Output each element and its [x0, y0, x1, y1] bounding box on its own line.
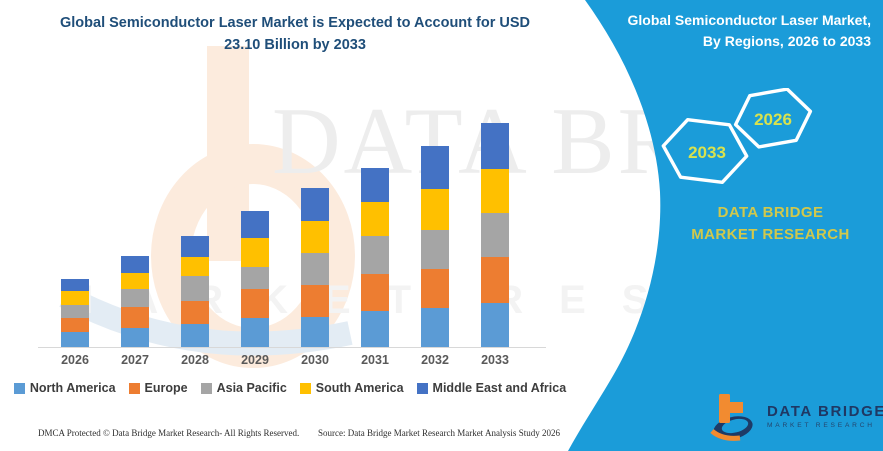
databridge-logo: DATA BRIDGE MARKET RESEARCH — [706, 390, 883, 442]
logo-name: DATA BRIDGE — [767, 403, 883, 420]
brand-wordmark: DATA BRIDGE MARKET RESEARCH — [691, 204, 850, 243]
bar-segment — [481, 303, 509, 347]
legend-item: Asia Pacific — [200, 381, 287, 395]
bar-segment — [481, 168, 509, 214]
bar-segment — [421, 308, 449, 347]
legend-item: Europe — [128, 381, 188, 395]
legend-label: Middle East and Africa — [432, 381, 567, 395]
bar-segment — [481, 123, 509, 169]
bar-segment — [361, 201, 389, 237]
databridge-logo-icon — [710, 394, 753, 441]
hexagon-2026-label: 2026 — [754, 110, 792, 129]
side-panel-title: Global Semiconductor Laser Market, By Re… — [627, 12, 871, 49]
legend-item: South America — [299, 381, 404, 395]
chart-title: Global Semiconductor Laser Market is Exp… — [59, 15, 530, 54]
bar-segment — [421, 188, 449, 230]
bar-segment — [361, 311, 389, 347]
legend-swatch — [416, 382, 428, 394]
bar-segment — [421, 269, 449, 309]
bar-column-2032 — [405, 146, 465, 347]
legend-label: South America — [315, 381, 404, 395]
legend-swatch — [128, 382, 140, 394]
bar-segment — [481, 213, 509, 257]
legend-label: Europe — [144, 381, 188, 395]
legend-label: North America — [29, 381, 116, 395]
bar-segment — [121, 273, 149, 289]
bar-segment — [361, 167, 389, 202]
hexagon-2033-label: 2033 — [688, 143, 726, 162]
dmca-notice: DMCA Protected © Data Bridge Market Rese… — [38, 428, 300, 438]
bar-column-2031 — [345, 167, 405, 347]
year-hexagons: 2026 2033 — [661, 88, 813, 185]
bar-2031 — [361, 167, 389, 347]
logo-text: DATA BRIDGE MARKET RESEARCH — [767, 403, 883, 429]
bar-2032 — [421, 146, 449, 347]
logo-tagline: MARKET RESEARCH — [767, 422, 875, 429]
bar-segment — [421, 146, 449, 189]
legend-label: Asia Pacific — [216, 381, 287, 395]
bar-segment — [121, 255, 149, 274]
legend-item: North America — [13, 381, 116, 395]
x-axis-label: 2031 — [361, 353, 389, 367]
bar-segment — [481, 256, 509, 304]
bar-segment — [361, 236, 389, 275]
bar-segment — [361, 274, 389, 312]
chart-legend: North America Europe Asia Pacific South Ame… — [13, 381, 566, 395]
legend-swatch — [13, 382, 25, 394]
bar-2033 — [481, 123, 509, 347]
x-axis-label: 2026 — [61, 353, 89, 367]
legend-swatch — [299, 382, 311, 394]
x-axis-label: 2032 — [421, 353, 449, 367]
legend-swatch — [200, 382, 212, 394]
bar-column-2033 — [465, 123, 525, 347]
x-axis-label: 2027 — [121, 353, 149, 367]
bar-segment — [61, 279, 89, 291]
x-axis-label: 2033 — [481, 353, 509, 367]
bar-segment — [421, 229, 449, 270]
legend-item: Middle East and Africa — [416, 381, 567, 395]
source-notice: Source: Data Bridge Market Research Mark… — [318, 428, 560, 438]
